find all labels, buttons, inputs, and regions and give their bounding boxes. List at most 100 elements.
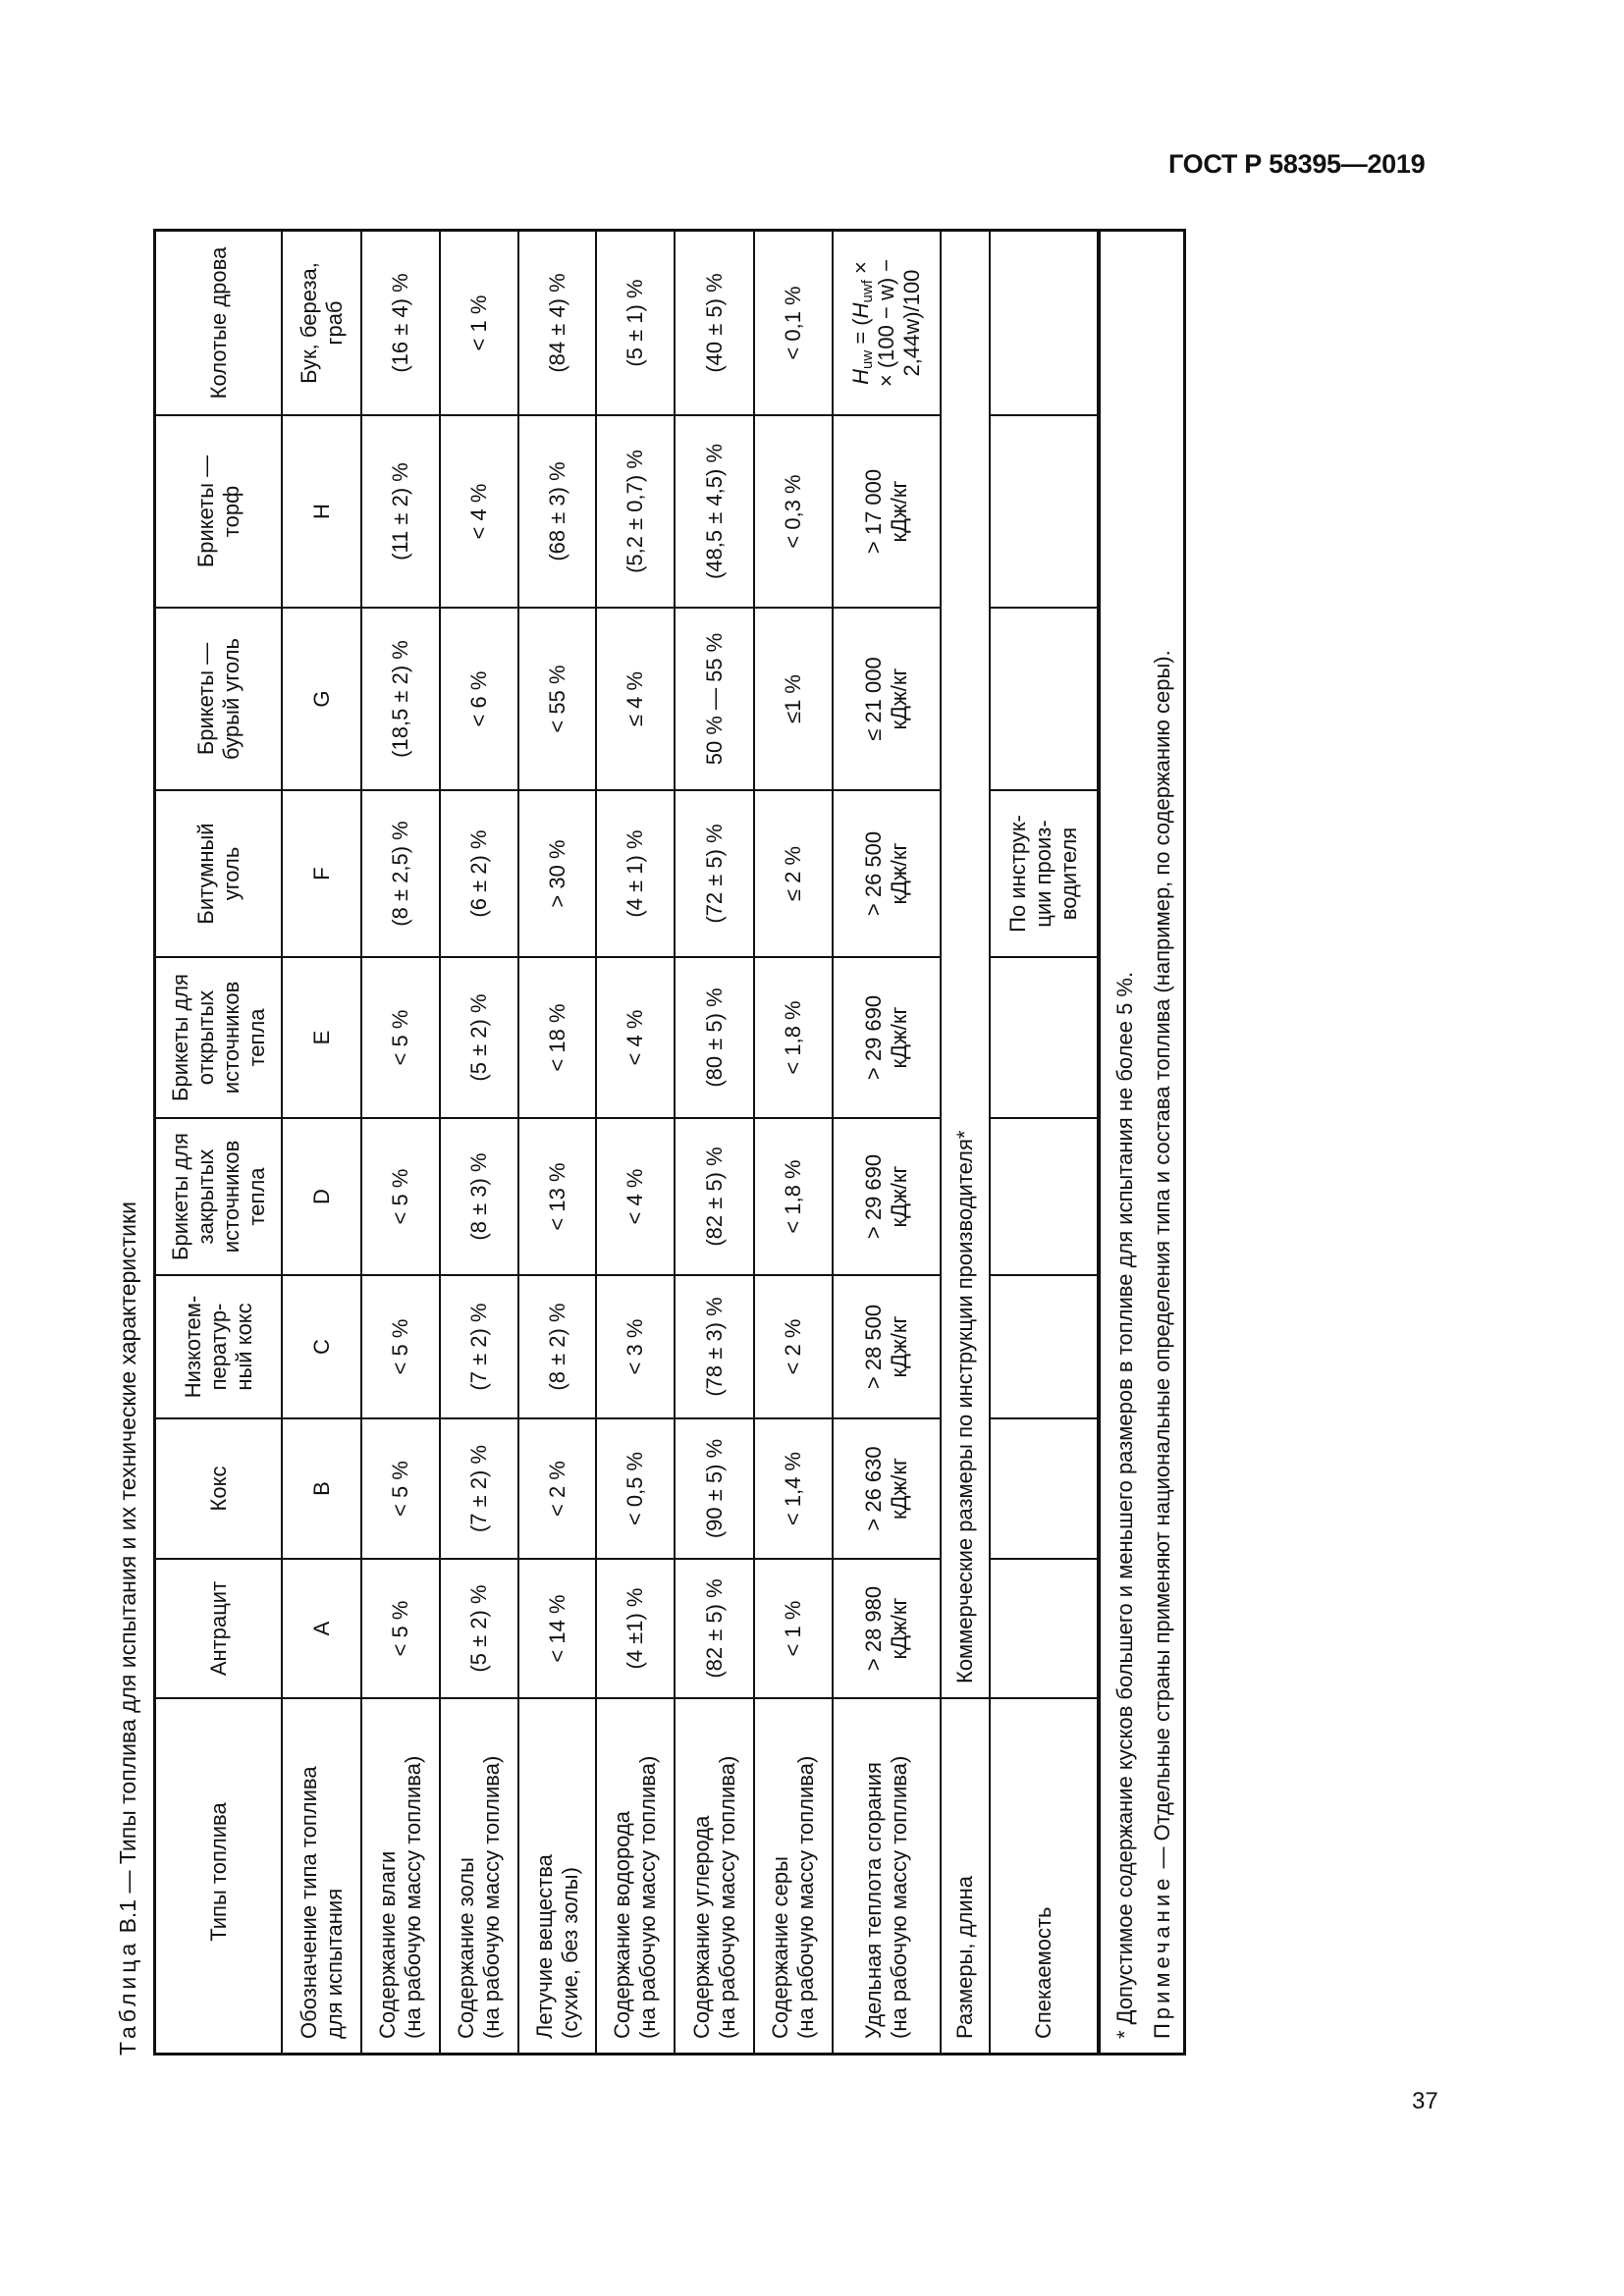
table-cell: (5 ± 2) % (440, 957, 518, 1118)
table-cell: < 14 % (518, 1559, 596, 1698)
table-cell: (80 ± 5) % (675, 957, 754, 1118)
table-cell: < 4 % (596, 957, 675, 1118)
row-label: Содержание водорода (на рабочую массу то… (596, 1698, 675, 2053)
table-cell: (8 ± 2) % (518, 1275, 596, 1418)
column-header: Битумный уголь (156, 790, 282, 957)
table-cell: > 29 690 кДж/кг (833, 957, 941, 1118)
table-cell: < 55 % (518, 608, 596, 790)
table-cell: (8 ± 3) % (440, 1118, 518, 1275)
column-header: Брикеты — бурый уголь (156, 608, 282, 790)
table-cell: По инструк- ции произ- водителя (990, 790, 1098, 957)
table-cell (990, 608, 1098, 790)
table-cell: ≤ 4 % (596, 608, 675, 790)
column-header: Брикеты — торф (156, 415, 282, 608)
table-caption: Таблица В.1 — Типы топлива для испытания… (113, 229, 153, 2056)
table-cell (990, 415, 1098, 608)
column-header: Колотые дрова (156, 232, 282, 415)
table-notes: * Допустимое содержание кусков большего … (1099, 232, 1183, 2053)
table-cell: (84 ± 4) % (518, 232, 596, 415)
table-cell: < 0,3 % (754, 415, 833, 608)
table-cell: 50 % — 55 % (675, 608, 754, 790)
formula-line: × (100 − w) − (874, 236, 899, 410)
column-header: Низкотем- ператур- ный кокс (156, 1275, 282, 1418)
table-cell: < 1,8 % (754, 957, 833, 1118)
table-row: Обозначение типа топлива для испытания A B… (282, 232, 361, 2053)
table-cell: C (282, 1275, 361, 1418)
table-cell: > 30 % (518, 790, 596, 957)
table-row: Содержание водорода (на рабочую массу то… (596, 232, 675, 2053)
note: Примечание — Отдельные страны применяют … (1144, 232, 1181, 2039)
column-header: Антрацит (156, 1559, 282, 1698)
table-cell: < 4 % (440, 415, 518, 608)
table-row: Содержание золы (на рабочую массу топлив… (440, 232, 518, 2053)
table-cell: < 1,4 % (754, 1418, 833, 1559)
table-cell: ≤ 21 000 кДж/кг (833, 608, 941, 790)
row-label: Удельная теплота сгорания (на рабочую ма… (833, 1698, 941, 2053)
table-cell: G (282, 608, 361, 790)
table-row: Содержание влаги (на рабочую массу топли… (361, 232, 440, 2053)
formula-part: 2,44w)/100 (899, 269, 924, 377)
table-cell (990, 232, 1098, 415)
formula-part: H (848, 368, 873, 385)
table-cell: < 0,5 % (596, 1418, 675, 1559)
table-cell (990, 1275, 1098, 1418)
row-label: Летучие вещества (сухие, без золы) (518, 1698, 596, 2053)
table-row: Спекаемость По инструк- ции произ- водите… (990, 232, 1098, 2053)
table-cell: (48,5 ± 4,5) % (675, 415, 754, 608)
table-row: Типы топлива Антрацит Кокс Низкотем- перату… (156, 232, 282, 2053)
footnote: * Допустимое содержание кусков большего … (1112, 971, 1137, 2039)
table-cell: < 1 % (754, 1559, 833, 1698)
formula: Huw = (Huwf × × (100 − w) −2,44w)/100 (848, 236, 925, 410)
formula-part: H (848, 302, 873, 319)
table-cell: < 2 % (754, 1275, 833, 1418)
table-cell (990, 957, 1098, 1118)
formula-line: Huw = (Huwf × (848, 236, 876, 410)
table-cell: > 28 980 кДж/кг (833, 1559, 941, 1698)
merged-cell: Коммерческие размеры по инструкции произ… (941, 232, 990, 1698)
document-id-header: ГОСТ Р 58395—2019 (1168, 149, 1426, 179)
page-number: 37 (1412, 2088, 1438, 2114)
formula-line: 2,44w)/100 (899, 236, 925, 410)
table-cell (990, 1559, 1098, 1698)
caption-label: Таблица (115, 1939, 140, 2056)
table-cell: < 6 % (440, 608, 518, 790)
column-header: Брикеты для открытых источников тепла (156, 957, 282, 1118)
table-cell: H (282, 415, 361, 608)
heating-value-formula-cell: Huw = (Huwf × × (100 − w) −2,44w)/100 (833, 232, 941, 415)
row-label: Обозначение типа топлива для испытания (282, 1698, 361, 2053)
table-cell: < 4 % (596, 1118, 675, 1275)
table-cell: (16 ± 4) % (361, 232, 440, 415)
table-cell: < 5 % (361, 1418, 440, 1559)
table-cell: (82 ± 5) % (675, 1559, 754, 1698)
table-cell: (78 ± 3) % (675, 1275, 754, 1418)
table-cell: (6 ± 2) % (440, 790, 518, 957)
table-cell: B (282, 1418, 361, 1559)
table-cell: > 28 500 кДж/кг (833, 1275, 941, 1418)
rotated-table-block: Таблица В.1 — Типы топлива для испытания… (113, 229, 1186, 2056)
table-cell: (40 ± 5) % (675, 232, 754, 415)
table-cell: > 17 000 кДж/кг (833, 415, 941, 608)
table-cell (990, 1418, 1098, 1559)
table-cell: (11 ± 2) % (361, 415, 440, 608)
row-label: Содержание серы (на рабочую массу топлив… (754, 1698, 833, 2053)
row-label: Размеры, длина (941, 1698, 990, 2053)
table-cell: D (282, 1118, 361, 1275)
column-header: Кокс (156, 1418, 282, 1559)
formula-part: × (848, 261, 873, 281)
table-row: Летучие вещества (сухие, без золы) < 14 %… (518, 232, 596, 2053)
table-cell: < 5 % (361, 1559, 440, 1698)
table-cell: (7 ± 2) % (440, 1418, 518, 1559)
note-text: — Отдельные страны применяют национальны… (1150, 650, 1174, 1875)
table-cell: (4 ±1) % (596, 1559, 675, 1698)
table-cell: (5 ± 2) % (440, 1559, 518, 1698)
table-cell: ≤ 2 % (754, 790, 833, 957)
table-cell: (7 ± 2) % (440, 1275, 518, 1418)
table-frame: Типы топлива Антрацит Кокс Низкотем- перату… (153, 229, 1186, 2056)
row-label: Содержание углерода (на рабочую массу то… (675, 1698, 754, 2053)
table-cell: < 2 % (518, 1418, 596, 1559)
table-row: Содержание углерода (на рабочую массу то… (675, 232, 754, 2053)
table-cell (990, 1118, 1098, 1275)
table-cell: (5,2 ± 0,7) % (596, 415, 675, 608)
table-cell: > 26 500 кДж/кг (833, 790, 941, 957)
formula-part: uwf (859, 280, 876, 303)
